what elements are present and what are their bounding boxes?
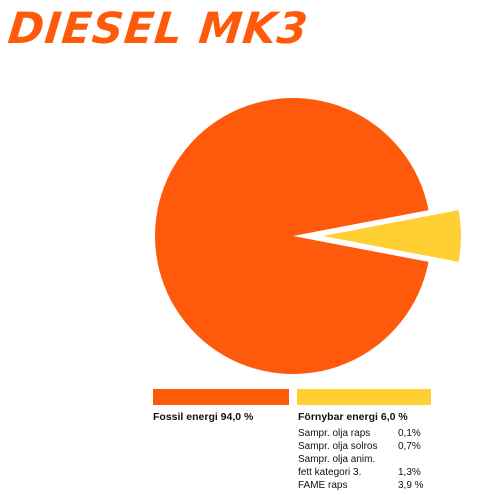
breakdown-name: Sampr. olja solros bbox=[298, 441, 378, 452]
pie-slice-renewable bbox=[323, 210, 461, 262]
breakdown-value: 1,3% bbox=[398, 467, 421, 478]
breakdown-value: 0,7% bbox=[398, 441, 421, 452]
legend-label-renewable: Förnybar energi 6,0 % bbox=[298, 411, 408, 423]
breakdown-row: Sampr. olja anim. bbox=[298, 453, 438, 466]
breakdown-value: 0,1% bbox=[398, 428, 421, 439]
breakdown-row: FAME raps 3,9 % bbox=[298, 479, 438, 492]
breakdown-row: Sampr. olja solros 0,7% bbox=[298, 440, 438, 453]
pie-slice-fossil bbox=[155, 98, 429, 375]
legend-swatch-fossil bbox=[153, 389, 289, 405]
breakdown-name: Sampr. olja anim. bbox=[298, 454, 376, 465]
legend-label-fossil: Fossil energi 94,0 % bbox=[153, 411, 254, 423]
legend-swatch-renewable bbox=[297, 389, 431, 405]
breakdown-name: fett kategori 3. bbox=[298, 467, 362, 478]
breakdown-name: FAME raps bbox=[298, 480, 348, 491]
breakdown-row: Sampr. olja raps 0,1% bbox=[298, 427, 438, 440]
breakdown-row: fett kategori 3. 1,3% bbox=[298, 466, 438, 479]
breakdown-value: 3,9 % bbox=[398, 480, 424, 491]
breakdown-name: Sampr. olja raps bbox=[298, 428, 371, 439]
renewable-breakdown-list: Sampr. olja raps 0,1% Sampr. olja solros… bbox=[298, 427, 438, 492]
